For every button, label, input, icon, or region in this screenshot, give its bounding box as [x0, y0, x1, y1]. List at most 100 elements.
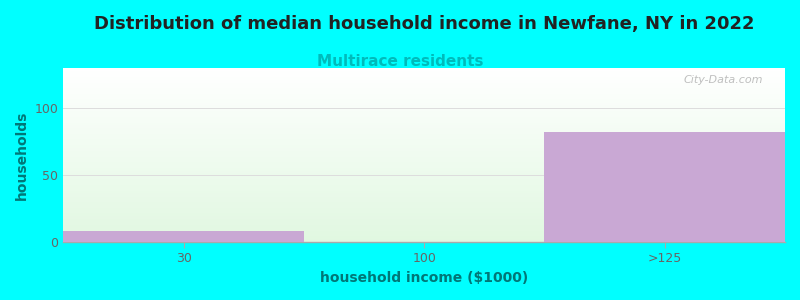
Bar	[63, 216, 785, 217]
Bar	[63, 203, 785, 204]
Bar	[63, 76, 785, 77]
Bar	[63, 87, 785, 88]
Bar	[63, 80, 785, 81]
Bar	[63, 159, 785, 160]
Bar	[63, 220, 785, 221]
Bar	[63, 89, 785, 90]
Bar	[63, 100, 785, 101]
Bar	[63, 75, 785, 76]
Bar	[63, 167, 785, 168]
Bar	[63, 160, 785, 161]
Bar	[63, 163, 785, 164]
Bar	[63, 105, 785, 106]
Bar	[63, 128, 785, 129]
Bar	[63, 88, 785, 89]
Bar	[63, 172, 785, 173]
Text: Multirace residents: Multirace residents	[317, 54, 483, 69]
Bar	[63, 205, 785, 206]
Bar	[63, 212, 785, 213]
Bar	[63, 182, 785, 183]
Bar	[63, 125, 785, 126]
Bar	[63, 104, 785, 105]
Bar	[63, 185, 785, 186]
Bar	[63, 81, 785, 82]
Bar	[63, 129, 785, 130]
Bar	[63, 109, 785, 110]
Bar	[63, 180, 785, 181]
Bar	[63, 74, 785, 75]
Bar	[63, 68, 785, 69]
Bar	[63, 157, 785, 158]
Bar	[63, 138, 785, 139]
Bar	[63, 165, 785, 166]
Bar	[63, 103, 785, 104]
Bar	[63, 69, 785, 70]
Bar	[63, 155, 785, 156]
Bar	[63, 78, 785, 79]
Bar	[63, 117, 785, 118]
Bar	[63, 190, 785, 191]
Bar	[63, 226, 785, 227]
Bar	[63, 152, 785, 153]
Bar	[63, 200, 785, 201]
Bar	[63, 174, 785, 175]
Bar	[63, 183, 785, 184]
Bar	[63, 133, 785, 134]
Bar	[63, 192, 785, 193]
Bar	[63, 238, 785, 239]
Bar	[63, 97, 785, 98]
Bar	[63, 215, 785, 216]
Bar	[63, 120, 785, 121]
Bar	[545, 132, 785, 242]
Bar	[63, 191, 785, 192]
Title: Distribution of median household income in Newfane, NY in 2022: Distribution of median household income …	[94, 15, 754, 33]
Bar	[63, 132, 785, 133]
Bar	[63, 156, 785, 157]
Bar	[63, 130, 785, 131]
Bar	[63, 79, 785, 80]
Bar	[63, 116, 785, 117]
Bar	[63, 214, 785, 215]
Bar	[63, 221, 785, 222]
Bar	[63, 209, 785, 210]
Bar	[63, 208, 785, 209]
Bar	[63, 101, 785, 102]
Bar	[63, 184, 785, 185]
Bar	[63, 223, 785, 224]
Bar	[63, 73, 785, 74]
Bar	[63, 147, 785, 148]
Bar	[63, 113, 785, 114]
Bar	[63, 219, 785, 220]
Bar	[63, 123, 785, 124]
Bar	[63, 124, 785, 125]
Bar	[63, 241, 785, 242]
Bar	[63, 114, 785, 115]
Bar	[63, 164, 785, 165]
Bar	[63, 177, 785, 178]
Bar	[63, 211, 785, 212]
Bar	[63, 111, 785, 112]
Bar	[63, 144, 785, 145]
Bar	[63, 231, 785, 232]
Bar	[63, 227, 785, 228]
Bar	[63, 137, 785, 138]
Bar	[63, 218, 785, 219]
Bar	[63, 169, 785, 170]
Bar	[63, 201, 785, 202]
Bar	[63, 95, 785, 96]
Bar	[63, 148, 785, 149]
Bar	[63, 197, 785, 198]
Bar	[63, 189, 785, 190]
Bar	[63, 106, 785, 107]
Bar	[63, 71, 785, 72]
Bar	[63, 143, 785, 144]
Bar	[63, 187, 785, 188]
Bar	[63, 231, 304, 242]
Bar	[63, 161, 785, 162]
Bar	[63, 86, 785, 87]
Bar	[63, 141, 785, 142]
Bar	[63, 121, 785, 122]
Bar	[63, 122, 785, 123]
Bar	[63, 108, 785, 109]
Bar	[63, 204, 785, 205]
